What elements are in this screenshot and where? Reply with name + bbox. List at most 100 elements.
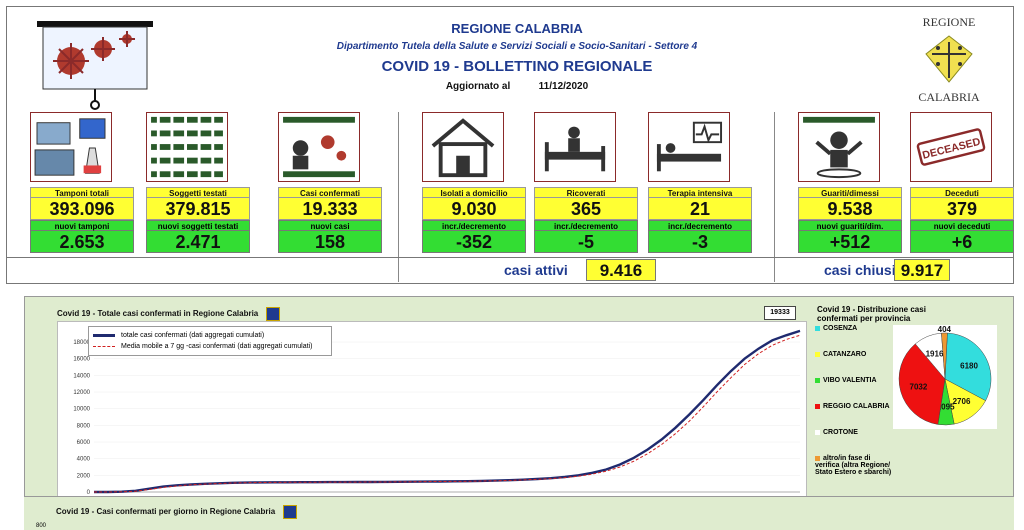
stat-label: Terapia intensiva	[648, 187, 752, 198]
legend-swatch	[93, 345, 115, 347]
stat-value: 379	[910, 198, 1014, 220]
y-tick-label: 16000	[73, 357, 90, 363]
stat-isolati: Isolati a domicilio 9.030 incr./decremen…	[422, 112, 526, 253]
casi-chiusi-value: 9.917	[894, 259, 950, 281]
daily-chart-title-text: Covid 19 - Casi confermati per giorno in…	[56, 507, 276, 517]
region-logo: REGIONE CALABRIA	[901, 15, 997, 107]
pie-legend-item: CROTONE	[815, 429, 858, 436]
lab-equipment-icon	[30, 112, 112, 182]
cumulative-plot: 0 2000 4000 6000 8000 10000 12000 14000 16000 180…	[57, 306, 807, 499]
pie-legend-label: COSENZA	[823, 325, 858, 332]
crest-icon	[266, 307, 281, 321]
legend-item-average: Media mobile a 7 gg -casi confermati (da…	[93, 341, 327, 352]
daily-chart-panel: Covid 19 - Casi confermati per giorno in…	[24, 496, 1014, 530]
stat-value: 21	[648, 198, 752, 220]
cumulative-line-chart: 0 2000 4000 6000 8000 10000 12000 14000 16000 180…	[73, 329, 801, 496]
pie-legend-swatch	[815, 455, 820, 461]
stat-label: Deceduti	[910, 187, 1014, 198]
y-tick-label: 10000	[73, 407, 90, 413]
stat-sub-label: nuovi deceduti	[910, 220, 1014, 231]
pie-legend-item: VIBO VALENTIA	[815, 377, 877, 384]
y-tick-label: 14000	[73, 373, 90, 379]
legend-avg-text: Media mobile a 7 gg -casi confermati (da…	[121, 343, 313, 350]
updated-date: 11/12/2020	[538, 81, 589, 92]
pie-legend-item: REGGIO CALABRIA	[815, 403, 890, 410]
pie-slice	[944, 332, 992, 401]
totals-divider	[6, 257, 1014, 258]
people-grid-icon	[146, 112, 228, 182]
daily-chart-title: Covid 19 - Casi confermati per giorno in…	[56, 505, 298, 519]
stat-label: Ricoverati	[534, 187, 638, 198]
crest-icon	[925, 35, 973, 83]
pie-data-label: 7032	[910, 382, 928, 391]
pie-legend-item: altro/in fase di verifica (altra Regione…	[815, 455, 895, 476]
y-tick-label: 12000	[73, 390, 90, 396]
stat-sub-label: incr./decremento	[648, 220, 752, 231]
crest-icon	[283, 505, 298, 519]
pie-legend-swatch	[815, 429, 820, 435]
cumulative-chart-title-text: Covid 19 - Totale casi confermati in Reg…	[57, 309, 259, 319]
stat-value: 393.096	[30, 198, 134, 220]
stat-value: 379.815	[146, 198, 250, 220]
stat-label: Soggetti testati	[146, 187, 250, 198]
stat-label: Tamponi totali	[30, 187, 134, 198]
pie-data-label: 1095	[937, 403, 955, 412]
stat-sub-label: nuovi soggetti testati	[146, 220, 250, 231]
department-subtitle: Dipartimento Tutela della Salute e Servi…	[336, 41, 698, 52]
pie-slice	[941, 332, 948, 380]
stat-sub-label: nuovi tamponi	[30, 220, 134, 231]
stat-sub-value: -3	[648, 231, 752, 253]
stat-label: Isolati a domicilio	[422, 187, 526, 198]
region-title: REGIONE CALABRIA	[451, 21, 583, 36]
deceased-stamp-icon: DECEASED	[910, 112, 992, 182]
stat-sub-value: +6	[910, 231, 1014, 253]
stat-value: 9.538	[798, 198, 902, 220]
stat-label: Guariti/dimessi	[798, 187, 902, 198]
stat-sub-value: -352	[422, 231, 526, 253]
daily-y-tick: 800	[36, 523, 47, 529]
casi-attivi-value: 9.416	[586, 259, 656, 281]
stat-sub-value: 2.653	[30, 231, 134, 253]
stat-sub-label: nuovi casi	[278, 220, 382, 231]
pie-legend-swatch	[815, 325, 820, 331]
pie-data-label: 2706	[953, 397, 971, 406]
logo-bottom-text: CALABRIA	[918, 90, 980, 104]
stat-sub-label: nuovi guariti/dim.	[798, 220, 902, 231]
chart-legend: totale casi confermati (dati aggregati c…	[88, 326, 332, 356]
stat-deceduti: DECEASED Deceduti 379 nuovi deceduti +6	[910, 112, 1014, 253]
pie-legend-item: COSENZA	[815, 325, 857, 332]
stat-label: Casi confermati	[278, 187, 382, 198]
series-total-line	[94, 329, 801, 494]
stat-sub-label: incr./decremento	[534, 220, 638, 231]
pie-legend-swatch	[815, 377, 820, 383]
pie-legend-item: CATANZARO	[815, 351, 866, 358]
stat-ricoverati: Ricoverati 365 incr./decremento -5	[534, 112, 638, 253]
pie-data-label: 1916	[926, 349, 944, 358]
group-separator	[398, 112, 399, 282]
bulletin-title: COVID 19 - BOLLETTINO REGIONALE	[381, 58, 653, 75]
legend-swatch	[93, 333, 115, 337]
icu-monitor-icon	[648, 112, 730, 182]
casi-attivi-label: casi attivi	[504, 262, 568, 278]
pie-data-label: 6180	[960, 361, 978, 370]
legend-total-text: totale casi confermati (dati aggregati c…	[121, 332, 265, 339]
stats-block: Tamponi totali 393.096 nuovi tamponi 2.6…	[24, 112, 1014, 282]
y-tick-label: 4000	[77, 457, 91, 463]
pie-legend-label: CATANZARO	[823, 351, 867, 358]
stat-sub-value: 158	[278, 231, 382, 253]
bulletin-heading: REGIONE CALABRIA Dipartimento Tutela del…	[307, 21, 727, 92]
y-tick-label: 2000	[77, 473, 91, 479]
series-moving-average-line	[94, 334, 801, 493]
pie-legend-label: REGGIO CALABRIA	[823, 403, 890, 410]
stat-value: 365	[534, 198, 638, 220]
group-separator	[774, 112, 775, 282]
pie-title: Covid 19 - Distribuzione casi confermati…	[817, 305, 926, 323]
stat-tamponi: Tamponi totali 393.096 nuovi tamponi 2.6…	[30, 112, 134, 253]
casi-chiusi-label: casi chiusi	[824, 262, 896, 278]
latest-value-callout: 19333	[764, 306, 796, 320]
updated-label: Aggiornato al	[445, 81, 511, 92]
logo-top-text: REGIONE	[922, 15, 976, 29]
y-tick-label: 6000	[77, 440, 91, 446]
updated-line: Aggiornato al 11/12/2020	[307, 81, 727, 92]
